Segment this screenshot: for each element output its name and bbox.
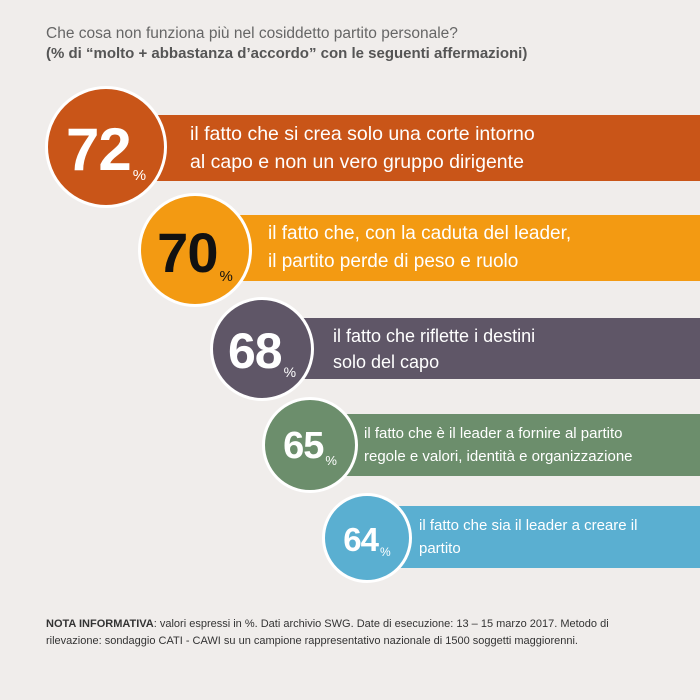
bar-label-line: il fatto che riflette i destini xyxy=(333,325,536,346)
bar-label-70: il fatto che, con la caduta del leader, i… xyxy=(268,220,571,276)
bar-label-line: il fatto che si crea solo una corte into… xyxy=(190,123,535,145)
bar-label-line: regole e valori, identità e organizzazio… xyxy=(364,448,633,465)
value-number: 64 xyxy=(343,520,379,558)
percent-sign: % xyxy=(219,267,233,285)
percent-sign: % xyxy=(325,453,337,469)
bar-label-line: solo del capo xyxy=(333,351,440,372)
value-circle-65: 65% xyxy=(262,397,358,493)
bar-band-70 xyxy=(230,215,700,281)
footnote-label: NOTA INFORMATIVA xyxy=(46,618,154,630)
footnote-text: : valori espressi in %. Dati archivio SW… xyxy=(46,618,609,647)
value-circle-68: 68% xyxy=(210,297,314,401)
value-number: 72 xyxy=(65,115,132,183)
bar-label-line: il fatto che, con la caduta del leader, xyxy=(268,223,572,244)
value-number: 65 xyxy=(283,425,324,468)
bar-label-line: partito xyxy=(419,540,461,557)
bar-label-line: il partito perde di peso e ruolo xyxy=(268,251,519,272)
percent-sign: % xyxy=(283,364,297,381)
footnote: NOTA INFORMATIVA: valori espressi in %. … xyxy=(46,616,656,650)
percent-sign: % xyxy=(380,544,391,559)
bar-label-line: il fatto che è il leader a fornire al pa… xyxy=(364,425,623,442)
value-circle-72: 72% xyxy=(45,86,167,208)
bar-label-64: il fatto che sia il leader a creare il pa… xyxy=(419,514,637,560)
bar-label-line: al capo e non un vero gruppo dirigente xyxy=(190,151,524,173)
chart-title: Che cosa non funziona più nel cosiddetto… xyxy=(46,25,458,42)
percent-sign: % xyxy=(132,166,147,184)
value-circle-70: 70% xyxy=(138,193,252,307)
value-number: 68 xyxy=(227,323,283,380)
value-number: 70 xyxy=(157,220,218,284)
bar-label-65: il fatto che è il leader a fornire al pa… xyxy=(364,422,633,468)
bar-label-68: il fatto che riflette i destini solo del … xyxy=(333,323,535,375)
bar-band-65 xyxy=(340,414,700,476)
bar-band-72 xyxy=(148,115,700,181)
bar-label-line: il fatto che sia il leader a creare il xyxy=(419,517,638,534)
chart-subtitle: (% di “molto + abbastanza d’accordo” con… xyxy=(46,45,528,62)
chart-header: Che cosa non funziona più nel cosiddetto… xyxy=(46,24,666,64)
bar-band-68 xyxy=(295,318,700,379)
value-circle-64: 64% xyxy=(322,493,412,583)
bar-label-72: il fatto che si crea solo una corte into… xyxy=(190,120,535,176)
bar-band-64 xyxy=(395,506,700,568)
